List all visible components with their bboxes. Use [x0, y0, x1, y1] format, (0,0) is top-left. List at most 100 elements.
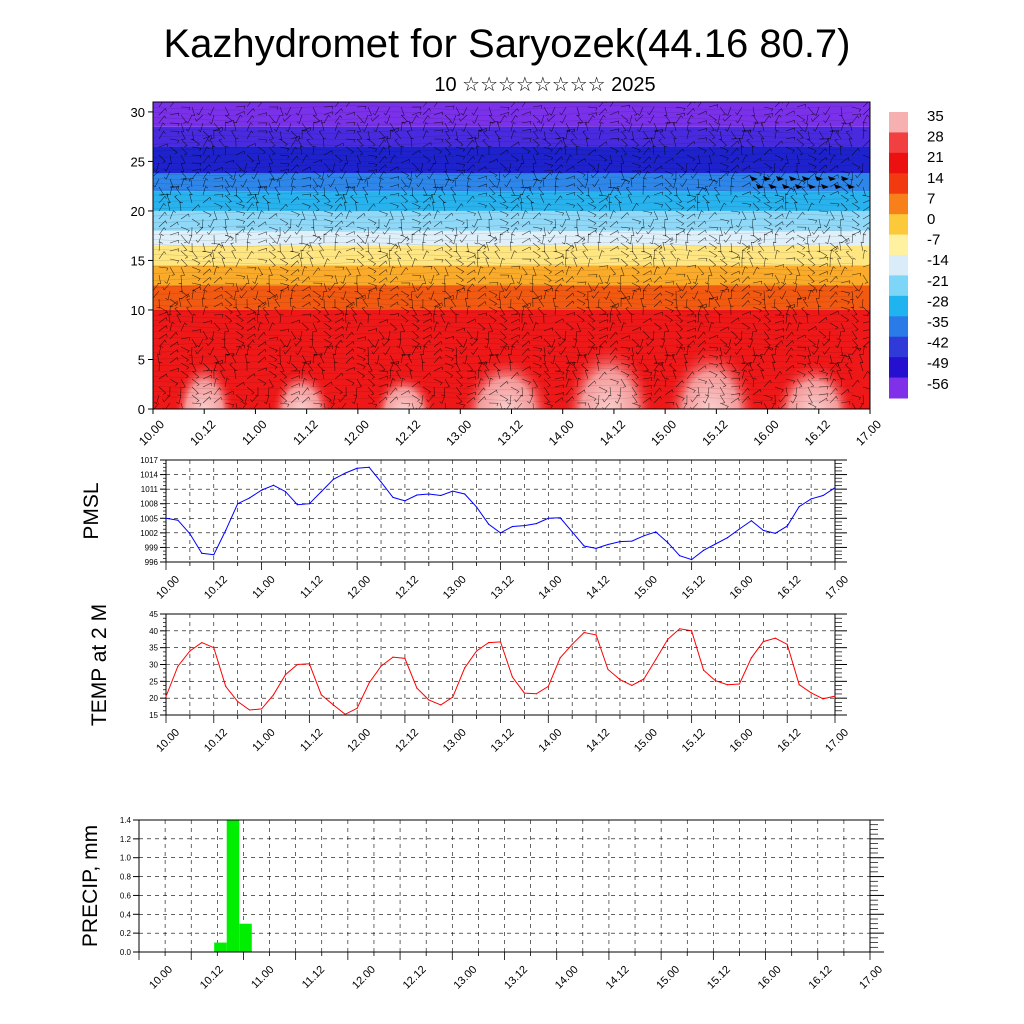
wind-barb	[257, 178, 262, 188]
wind-barb	[378, 362, 386, 372]
wind-barb	[257, 138, 268, 143]
wind-barb	[213, 194, 224, 198]
wind-barb	[273, 306, 281, 316]
wind-barb	[323, 111, 333, 116]
wind-barb	[279, 203, 288, 212]
wind-barb	[532, 212, 542, 220]
wind-barb	[158, 108, 167, 116]
wind-barb	[785, 354, 793, 364]
wind-barb	[158, 339, 167, 348]
contour-line	[153, 301, 854, 307]
wind-barb	[169, 341, 179, 348]
wind-barb	[565, 362, 576, 366]
wind-barb	[664, 210, 669, 220]
data-point	[416, 687, 418, 689]
wind-barb	[550, 354, 556, 365]
wind-barb	[416, 178, 424, 188]
wind-barb	[565, 354, 570, 364]
wind-barb	[268, 114, 276, 124]
data-point	[547, 517, 549, 519]
wind-barb	[300, 249, 304, 260]
wind-barb	[488, 353, 494, 364]
wind-barb	[811, 234, 820, 243]
wind-barb	[295, 106, 303, 116]
data-point	[320, 694, 322, 696]
wind-barb	[519, 193, 524, 204]
wind-barb	[607, 386, 612, 397]
wind-barb	[818, 289, 823, 300]
wind-barb	[792, 186, 798, 196]
wind-barb	[257, 321, 263, 332]
x-tick-label: 12.12	[393, 727, 421, 755]
wind-barb	[708, 242, 717, 251]
wind-barb	[626, 122, 633, 132]
wind-barb	[319, 170, 325, 181]
wind-barb	[169, 146, 178, 155]
wind-barb	[301, 362, 308, 372]
wind-barb	[730, 140, 740, 148]
wind-barb	[235, 274, 246, 280]
wind-barb	[635, 226, 644, 235]
contour-line	[153, 135, 854, 140]
wind-barb	[630, 354, 635, 365]
wind-barb	[803, 194, 809, 204]
wind-barb	[169, 239, 179, 244]
contour-line	[153, 254, 854, 259]
wind-barb	[785, 331, 794, 340]
wind-barb	[521, 331, 530, 340]
wind-barb	[432, 201, 436, 212]
wind-barb	[716, 234, 721, 245]
wind-barb	[367, 362, 373, 372]
wind-barb	[257, 266, 264, 276]
wind-barb	[191, 394, 200, 403]
wind-barb	[180, 402, 183, 409]
wind-barb	[334, 194, 345, 198]
wind-barb	[488, 314, 497, 323]
wind-barb	[609, 303, 619, 308]
wind-barb	[345, 210, 352, 220]
wind-barb	[571, 130, 578, 140]
wind-barb	[466, 370, 477, 375]
wind-barb	[661, 218, 666, 229]
wind-barb	[664, 290, 674, 297]
wind-barb	[686, 114, 694, 124]
wind-barb	[455, 394, 463, 404]
wind-barb	[532, 354, 542, 361]
wind-barb	[785, 127, 795, 132]
wind-barb	[174, 306, 182, 316]
wind-barb	[807, 402, 817, 409]
wind-barb	[323, 194, 331, 204]
data-point	[834, 487, 836, 489]
y-tick-label: 30	[131, 105, 145, 120]
wind-barb	[718, 242, 722, 253]
wind-barb	[235, 306, 242, 316]
wind-barb	[433, 121, 444, 125]
wind-barb	[715, 194, 721, 204]
y-tick-label: 999	[145, 543, 159, 552]
wind-barb	[582, 130, 589, 140]
strong-wind-barb	[789, 176, 797, 181]
wind-barb	[356, 378, 362, 388]
wind-barb	[760, 370, 765, 380]
wind-barb	[268, 130, 274, 140]
wind-barb	[312, 322, 318, 332]
wind-barb	[730, 330, 739, 339]
wind-barb	[499, 218, 509, 226]
wind-barb	[444, 178, 452, 188]
wind-barb	[477, 154, 485, 164]
wind-barb	[301, 276, 311, 284]
wind-barb	[807, 362, 814, 372]
wind-barb	[213, 202, 223, 210]
wind-barb	[565, 154, 573, 164]
wind-barb	[642, 256, 652, 260]
wind-barb	[442, 201, 447, 212]
wind-barb	[609, 340, 619, 348]
wind-barb	[844, 363, 853, 372]
wind-barb	[618, 162, 623, 173]
wind-barb	[598, 108, 607, 116]
wind-barb	[301, 313, 312, 317]
wind-barb	[752, 145, 756, 156]
wind-barb	[499, 149, 509, 156]
wind-barb	[631, 138, 640, 147]
wind-barb	[251, 162, 259, 172]
